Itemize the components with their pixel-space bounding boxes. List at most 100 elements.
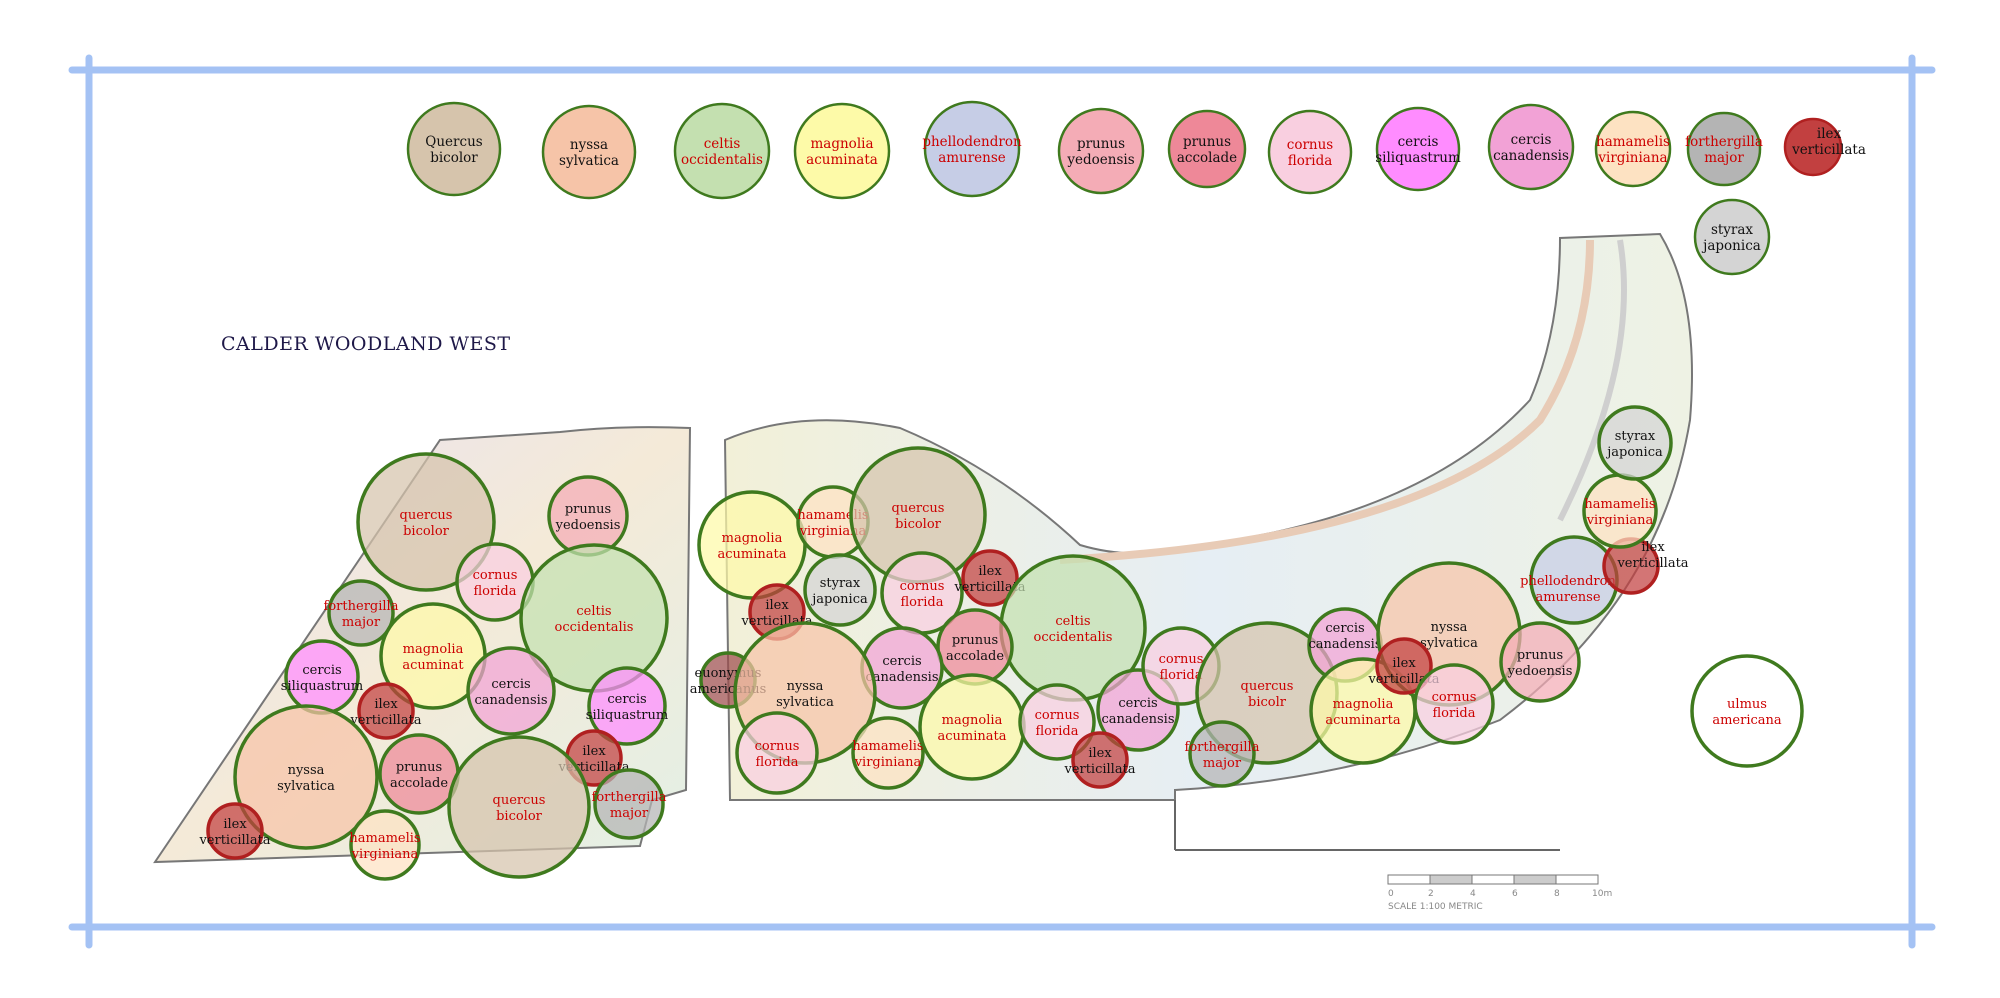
species-label: prunus accolade <box>1177 134 1237 166</box>
tree-cercis-siliquastrum: cercis siliquastrum <box>281 639 363 715</box>
species-label: quercus bicolor <box>493 793 546 824</box>
tree-quercus: quercus bicolor <box>447 735 591 879</box>
species-label: Quercus bicolor <box>425 134 482 166</box>
species-label-line: hamamelis <box>349 831 420 846</box>
species-label-line: prunus <box>1517 648 1563 663</box>
species-label-line: magnolia <box>403 642 464 657</box>
species-label-line: canadensis <box>1101 712 1174 727</box>
species-label-line: florida <box>1160 668 1203 683</box>
species-label-line: yedoensis <box>555 518 621 533</box>
tree-ulmus: ulmus americana <box>1690 654 1804 768</box>
species-label: cercis canadensis <box>474 677 547 708</box>
tree-magnolia: magnolia acuminata <box>697 490 807 600</box>
scale-tick: 4 <box>1470 889 1476 899</box>
species-label: cornus florida <box>755 739 800 770</box>
species-label: forthergilla major <box>1685 134 1763 166</box>
canopy-circle <box>447 735 591 879</box>
species-label-line: phellodendron <box>922 134 1022 150</box>
canopy-circle <box>587 666 667 746</box>
species-label-line: yedoensis <box>1507 664 1573 679</box>
species-label-line: canadensis <box>1308 637 1381 652</box>
tree-ilex: ilex verticillata <box>349 682 422 740</box>
species-label: forthergilla major <box>592 790 667 821</box>
species-label-line: florida <box>1433 706 1476 721</box>
canopy-circle <box>923 100 1021 198</box>
legend-nyssa: nyssa sylvatica <box>541 104 637 200</box>
drawing-frame <box>68 54 1936 949</box>
species-label-line: acuminat <box>402 658 464 673</box>
species-label-line: acuminarta <box>1325 713 1400 728</box>
canopy-circle <box>1693 198 1771 276</box>
path-curve <box>1059 239 1594 564</box>
tree-styrax: styrax japonica <box>803 553 877 627</box>
species-label-line: canadensis <box>1493 148 1569 164</box>
canopy-circle <box>1686 111 1762 187</box>
legend-prunus-yedoensis: prunus yedoensis <box>1057 107 1145 195</box>
canopy-circle <box>406 101 502 197</box>
canopy-circle <box>1188 720 1256 788</box>
species-label-line: sylvatica <box>277 779 335 794</box>
species-label-line: magnolia <box>942 713 1003 728</box>
tree-ilex: ilex verticillata <box>953 549 1026 607</box>
canopy-circle <box>735 711 819 795</box>
species-label: nyssa sylvatica <box>559 137 619 169</box>
tree-prunus-accolade: prunus accolade <box>378 733 460 815</box>
legend-ilex: ilex verticillata <box>1783 117 1866 177</box>
species-label-line: styrax <box>820 576 861 591</box>
species-label-line: verticillata <box>1616 556 1688 571</box>
species-label-line: magnolia <box>722 531 783 546</box>
species-label-line: quercus <box>493 793 546 808</box>
scale-tick: 2 <box>1428 889 1434 899</box>
canopy-circle <box>357 682 415 740</box>
species-label-line: virginiana <box>351 847 419 862</box>
species-label: hamamelis virginiana <box>1584 497 1655 528</box>
species-label-line: prunus <box>1183 134 1231 150</box>
canopy-circle <box>1597 405 1673 481</box>
species-label-line: hamamelis <box>1596 134 1670 150</box>
species-label-line: canadensis <box>474 693 547 708</box>
canopy-circle <box>356 452 496 592</box>
species-label-line: nyssa <box>570 137 608 153</box>
canopy-circle <box>803 553 877 627</box>
legend-prunus-accolade: prunus accolade <box>1167 109 1247 189</box>
species-label-line: ilex <box>978 564 1002 579</box>
species-label-line: amurense <box>938 150 1006 166</box>
canopy-circle <box>673 102 771 200</box>
species-label: ilex verticillata <box>953 564 1025 595</box>
canopy-circle <box>593 768 665 840</box>
species-label: prunus accolade <box>946 633 1004 664</box>
species-label-line: ilex <box>1392 656 1416 671</box>
species-label: ilex verticillata <box>1791 126 1866 158</box>
species-label-line: florida <box>1036 724 1079 739</box>
species-label-line: cornus <box>1159 652 1204 667</box>
species-label-line: virginiana <box>1586 513 1654 528</box>
species-label: prunus yedoensis <box>1507 648 1573 679</box>
tree-cornus: cornus florida <box>1413 663 1495 745</box>
species-label-line: cornus <box>1287 137 1334 153</box>
species-label: cercis canadensis <box>1101 696 1174 727</box>
tree-cornus: cornus florida <box>880 551 964 635</box>
species-label-line: celtis <box>704 136 741 152</box>
species-label: forthergilla major <box>324 599 399 630</box>
tree-cornus: cornus florida <box>735 711 819 795</box>
species-label-line: bicolr <box>1248 695 1287 710</box>
species-label: cercis canadensis <box>1308 621 1381 652</box>
species-label-line: verticillata <box>198 833 270 848</box>
species-label: magnolia acuminata <box>806 136 878 168</box>
species-label-line: sylvatica <box>776 695 834 710</box>
species-label: styrax japonica <box>1701 222 1761 254</box>
canopy-circle <box>327 579 395 647</box>
species-label-line: accolade <box>1177 150 1237 166</box>
species-label-line: japonica <box>810 592 868 607</box>
species-label: hamamelis virginiana <box>852 739 923 770</box>
species-label-line: ilex <box>765 598 789 613</box>
species-label-line: styrax <box>1615 429 1656 444</box>
species-label: ulmus americana <box>1712 697 1782 728</box>
species-label-line: bicolor <box>496 809 543 824</box>
canopy-circle <box>466 646 556 736</box>
species-label: magnolia acuminat <box>402 642 464 673</box>
tree-celtis: celtis occidentalis <box>519 543 669 693</box>
canopy-circle <box>1413 663 1495 745</box>
species-label-line: forthergilla <box>592 790 667 805</box>
species-label-line: cercis <box>607 692 646 707</box>
